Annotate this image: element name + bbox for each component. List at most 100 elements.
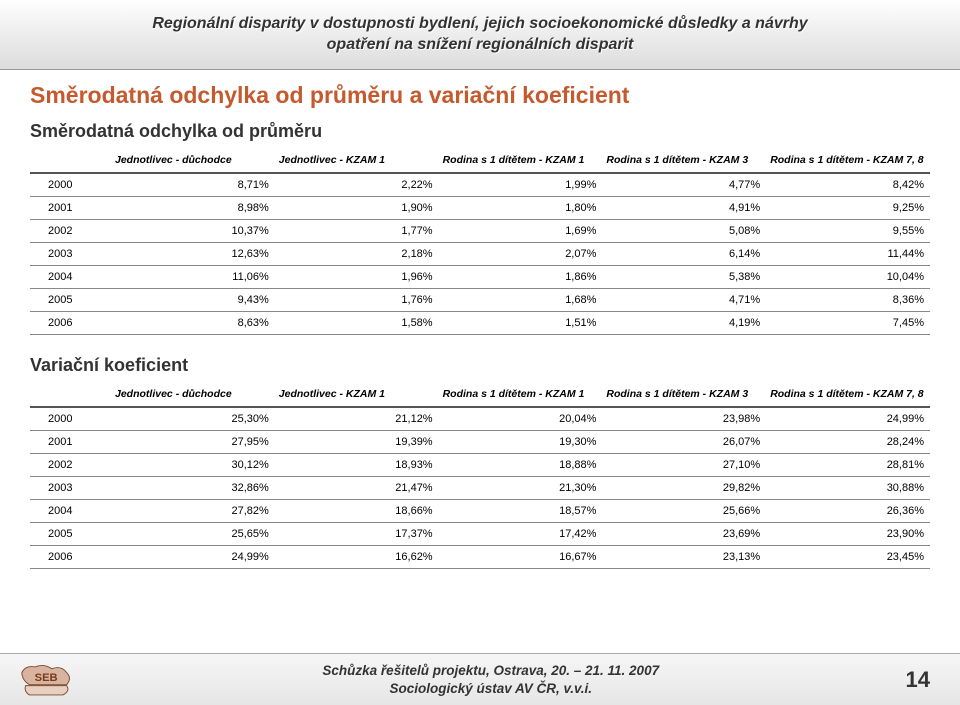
table1-row: 20068,63%1,58%1,51%4,19%7,45% [30,312,930,335]
table2-row: 200127,95%19,39%19,30%26,07%28,24% [30,431,930,454]
footer-line2: Sociologický ústav AV ČR, v.v.i. [389,681,592,696]
table2-row: 200025,30%21,12%20,04%23,98%24,99% [30,407,930,431]
table1-cell: 1,51% [439,312,603,335]
table1-header-row: Jednotlivec - důchodceJednotlivec - KZAM… [30,148,930,173]
table2-cell: 27,10% [602,454,766,477]
table1-cell: 2001 [30,197,111,220]
table2-cell: 23,13% [602,546,766,569]
table2-cell: 24,99% [766,407,930,431]
table1-cell: 1,80% [439,197,603,220]
table2-col-3: Rodina s 1 dítětem - KZAM 1 [439,382,603,407]
table2-cell: 27,95% [111,431,275,454]
table-std-dev: Jednotlivec - důchodceJednotlivec - KZAM… [30,148,930,335]
table2-cell: 26,36% [766,500,930,523]
table1-cell: 11,44% [766,243,930,266]
table1-row: 20059,43%1,76%1,68%4,71%8,36% [30,289,930,312]
table2-cell: 21,47% [275,477,439,500]
table1-row: 20008,71%2,22%1,99%4,77%8,42% [30,173,930,197]
table1-cell: 8,98% [111,197,275,220]
table2-cell: 2005 [30,523,111,546]
table2-cell: 19,30% [439,431,603,454]
table2-row: 200332,86%21,47%21,30%29,82%30,88% [30,477,930,500]
table2-cell: 18,93% [275,454,439,477]
table1-cell: 4,71% [602,289,766,312]
table1-cell: 9,55% [766,220,930,243]
table2-cell: 16,67% [439,546,603,569]
table1-cell: 1,76% [275,289,439,312]
table2-cell: 2004 [30,500,111,523]
table1-cell: 2000 [30,173,111,197]
svg-text:SEB: SEB [35,671,58,683]
table2-cell: 28,24% [766,431,930,454]
section-title: Směrodatná odchylka od průměru a variačn… [30,82,930,109]
table1-cell: 8,36% [766,289,930,312]
table1-cell: 1,99% [439,173,603,197]
table1-cell: 1,96% [275,266,439,289]
table2-cell: 28,81% [766,454,930,477]
table1-cell: 2003 [30,243,111,266]
table2-cell: 23,98% [602,407,766,431]
table1-cell: 1,58% [275,312,439,335]
footer-text: Schůzka řešitelů projektu, Ostrava, 20. … [94,662,888,697]
table2-cell: 18,57% [439,500,603,523]
page-number: 14 [906,667,930,693]
table1-col-5: Rodina s 1 dítětem - KZAM 7, 8 [766,148,930,173]
table1-cell: 1,68% [439,289,603,312]
table2-cell: 2003 [30,477,111,500]
table2-cell: 16,62% [275,546,439,569]
table1-cell: 9,25% [766,197,930,220]
table2-caption: Variační koeficient [30,355,930,376]
table2-cell: 25,30% [111,407,275,431]
table2-cell: 2001 [30,431,111,454]
table2-cell: 23,45% [766,546,930,569]
table1-cell: 1,69% [439,220,603,243]
table2-cell: 19,39% [275,431,439,454]
footer-line1: Schůzka řešitelů projektu, Ostrava, 20. … [322,663,659,678]
table2-header-row: Jednotlivec - důchodceJednotlivec - KZAM… [30,382,930,407]
table1-cell: 4,77% [602,173,766,197]
table2-cell: 18,66% [275,500,439,523]
header-banner: Regionální disparity v dostupnosti bydle… [0,0,960,70]
table2-col-5: Rodina s 1 dítětem - KZAM 7, 8 [766,382,930,407]
table2-cell: 26,07% [602,431,766,454]
table1-cell: 2006 [30,312,111,335]
table2-row: 200427,82%18,66%18,57%25,66%26,36% [30,500,930,523]
table2-row: 200230,12%18,93%18,88%27,10%28,81% [30,454,930,477]
table2-cell: 24,99% [111,546,275,569]
table1-cell: 11,06% [111,266,275,289]
content-area: Směrodatná odchylka od průměru a variačn… [0,70,960,569]
table1-cell: 2,18% [275,243,439,266]
table1-cell: 6,14% [602,243,766,266]
footer: SEB Schůzka řešitelů projektu, Ostrava, … [0,653,960,705]
table1-cell: 5,38% [602,266,766,289]
table1-cell: 7,45% [766,312,930,335]
table1-cell: 1,77% [275,220,439,243]
table2-cell: 20,04% [439,407,603,431]
table-var-coef: Jednotlivec - důchodceJednotlivec - KZAM… [30,382,930,569]
table2-cell: 32,86% [111,477,275,500]
table1-cell: 10,37% [111,220,275,243]
table1-col-0 [30,148,111,173]
table1-cell: 12,63% [111,243,275,266]
table1-cell: 2,22% [275,173,439,197]
table2-cell: 2002 [30,454,111,477]
table1-cell: 2004 [30,266,111,289]
table1-cell: 1,86% [439,266,603,289]
table2-cell: 23,90% [766,523,930,546]
seb-logo: SEB [20,661,76,699]
table2-cell: 30,88% [766,477,930,500]
table1-cell: 8,63% [111,312,275,335]
table1-cell: 2005 [30,289,111,312]
header-title: Regionální disparity v dostupnosti bydle… [152,14,807,56]
table1-cell: 1,90% [275,197,439,220]
table2-cell: 21,30% [439,477,603,500]
table1-row: 200411,06%1,96%1,86%5,38%10,04% [30,266,930,289]
table2-cell: 18,88% [439,454,603,477]
table1-col-1: Jednotlivec - důchodce [111,148,275,173]
table1-row: 20018,98%1,90%1,80%4,91%9,25% [30,197,930,220]
table2-cell: 17,37% [275,523,439,546]
table1-col-4: Rodina s 1 dítětem - KZAM 3 [602,148,766,173]
table2-cell: 25,65% [111,523,275,546]
table2-col-2: Jednotlivec - KZAM 1 [275,382,439,407]
table1-cell: 9,43% [111,289,275,312]
